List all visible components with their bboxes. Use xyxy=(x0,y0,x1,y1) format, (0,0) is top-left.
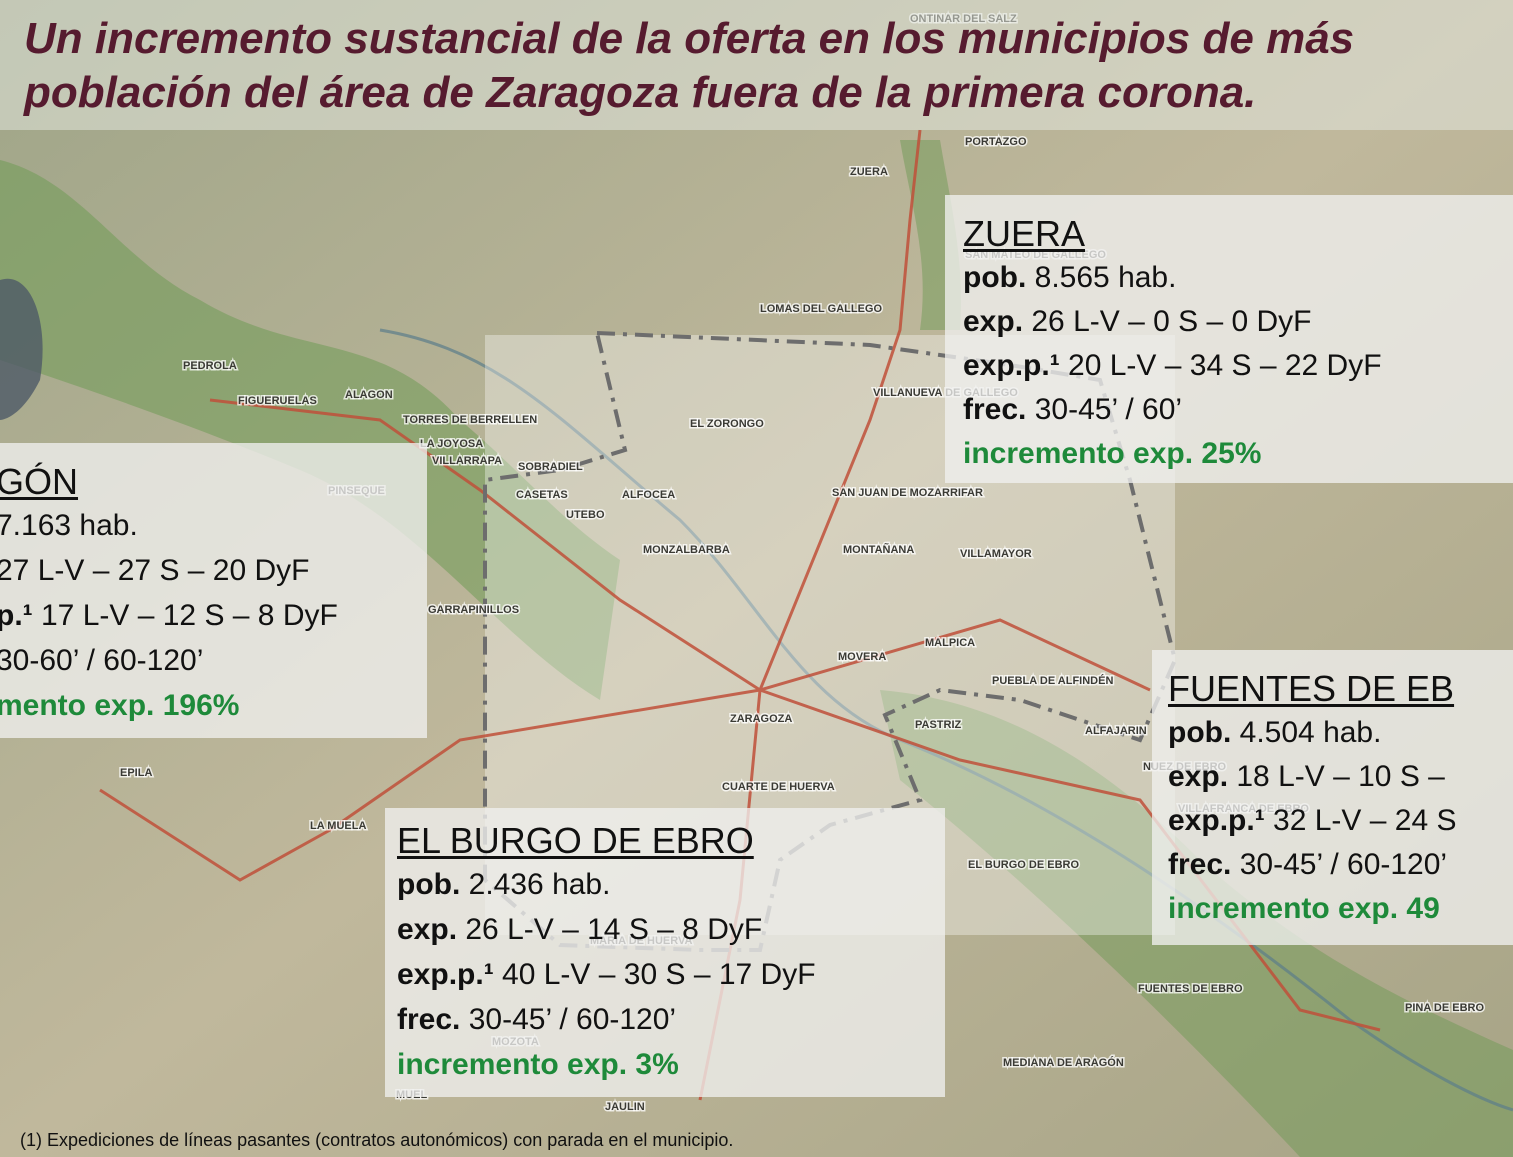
increase: incremento exp. 49 xyxy=(1168,892,1440,926)
line-label: exp. xyxy=(963,305,1023,338)
place-label: VILLARRAPA xyxy=(432,455,502,467)
box-title: GÓN xyxy=(0,461,78,503)
line-text: 40 L-V – 30 S – 17 DyF xyxy=(502,958,816,991)
info-line: frec. 30-45’ / 60-120’ xyxy=(1168,848,1447,882)
place-label: CASETAS xyxy=(516,489,568,501)
info-line: 27 L-V – 27 S – 20 DyF xyxy=(0,554,310,588)
line-text: 4.504 hab. xyxy=(1240,716,1382,749)
place-label: SOBRADIEL xyxy=(518,461,583,473)
place-label: ZUERA xyxy=(850,166,888,178)
place-label: ZARAGOZA xyxy=(730,713,792,725)
info-box: FUENTES DE EB pob. 4.504 hab. exp. 18 L-V … xyxy=(1152,650,1513,945)
place-label: PASTRIZ xyxy=(915,719,962,731)
box-title: FUENTES DE EB xyxy=(1168,668,1454,710)
place-label: MOVERA xyxy=(838,651,886,663)
info-line: pob. 2.436 hab. xyxy=(397,868,610,902)
page: Oferta municipios área de Zaragoza { "he… xyxy=(0,0,1513,1157)
place-label: LA JOYOSA xyxy=(420,438,483,450)
title-line: población del área de Zaragoza fuera de … xyxy=(24,68,1256,118)
info-line: pob. 4.504 hab. xyxy=(1168,716,1381,750)
place-label: FUENTES DE EBRO xyxy=(1138,983,1243,995)
place-label: FIGUERUELAS xyxy=(238,395,317,407)
line-text: 30-60’ / 60-120’ xyxy=(0,644,203,677)
line-label: exp.p.¹ xyxy=(397,958,494,991)
info-line: frec. 30-45’ / 60-120’ xyxy=(397,1003,676,1037)
line-text: 27 L-V – 27 S – 20 DyF xyxy=(0,554,310,587)
place-label: ALFAJARIN xyxy=(1085,725,1147,737)
line-text: 20 L-V – 34 S – 22 DyF xyxy=(1068,349,1382,382)
place-label: MALPICA xyxy=(925,637,975,649)
line-label: pob. xyxy=(1168,716,1231,749)
place-label: CUARTE DE HUERVA xyxy=(722,781,835,793)
line-text: 30-45’ / 60’ xyxy=(1035,393,1182,426)
increase: incremento exp. 25% xyxy=(963,437,1261,471)
line-text: 32 L-V – 24 S xyxy=(1273,804,1456,837)
place-label: EL ZORONGO xyxy=(690,418,764,430)
place-label: PEDROLA xyxy=(183,360,237,372)
line-text: 26 L-V – 14 S – 8 DyF xyxy=(465,913,762,946)
info-line: exp.p.¹ 32 L-V – 24 S xyxy=(1168,804,1457,838)
place-label: MEDIANA DE ARAGÓN xyxy=(1003,1056,1124,1069)
line-text: 17 L-V – 12 S – 8 DyF xyxy=(41,599,338,632)
place-label: SAN JUAN DE MOZARRIFAR xyxy=(832,487,983,499)
place-label: EPILA xyxy=(120,767,152,779)
place-label: LOMAS DEL GALLEGO xyxy=(760,303,882,315)
increase: incremento exp. 3% xyxy=(397,1048,679,1082)
line-text: 7.163 hab. xyxy=(0,509,138,542)
line-text: 18 L-V – 10 S – xyxy=(1236,760,1444,793)
increase: mento exp. 196% xyxy=(0,689,239,723)
line-label: exp. xyxy=(397,913,457,946)
place-label: PINA DE EBRO xyxy=(1405,1002,1484,1014)
line-label: exp.p.¹ xyxy=(1168,804,1265,837)
info-line: p.¹ 17 L-V – 12 S – 8 DyF xyxy=(0,599,338,633)
info-line: 7.163 hab. xyxy=(0,509,138,543)
line-text: 2.436 hab. xyxy=(469,868,611,901)
title-line: Un incremento sustancial de la oferta en… xyxy=(24,14,1354,64)
line-text: 8.565 hab. xyxy=(1035,261,1177,294)
line-label: exp.p.¹ xyxy=(963,349,1060,382)
info-line: exp. 26 L-V – 0 S – 0 DyF xyxy=(963,305,1312,339)
place-label: JAULIN xyxy=(605,1101,645,1113)
place-label: UTEBO xyxy=(566,509,605,521)
place-label: ALAGON xyxy=(345,389,393,401)
box-title: EL BURGO DE EBRO xyxy=(397,820,754,862)
place-label: PORTAZGO xyxy=(965,136,1027,148)
place-label: GARRAPINILLOS xyxy=(428,604,519,616)
info-line: pob. 8.565 hab. xyxy=(963,261,1176,295)
box-title: ZUERA xyxy=(963,213,1085,255)
info-box: ZUERA pob. 8.565 hab. exp. 26 L-V – 0 S – … xyxy=(945,195,1513,483)
info-line: frec. 30-45’ / 60’ xyxy=(963,393,1182,427)
line-label: frec. xyxy=(963,393,1026,426)
line-label: frec. xyxy=(1168,848,1231,881)
line-label: p.¹ xyxy=(0,599,33,632)
line-label: exp. xyxy=(1168,760,1228,793)
place-label: MONTAÑANA xyxy=(843,543,914,556)
info-line: 30-60’ / 60-120’ xyxy=(0,644,203,678)
line-text: 30-45’ / 60-120’ xyxy=(469,1003,676,1036)
title-band: Un incremento sustancial de la oferta en… xyxy=(0,0,1513,130)
slide: ONTINAR DEL SALZPORTAZGOZUERASAN MATEO D… xyxy=(0,0,1513,1157)
line-text: 26 L-V – 0 S – 0 DyF xyxy=(1031,305,1311,338)
line-label: pob. xyxy=(397,868,460,901)
info-box: EL BURGO DE EBRO pob. 2.436 hab. exp. 26 L… xyxy=(385,808,945,1097)
info-box: GÓN 7.163 hab. 27 L-V – 27 S – 20 DyF p.¹ 1… xyxy=(0,443,427,738)
line-label: frec. xyxy=(397,1003,460,1036)
place-label: MONZALBARBA xyxy=(643,544,730,556)
line-text: 30-45’ / 60-120’ xyxy=(1240,848,1447,881)
line-label: pob. xyxy=(963,261,1026,294)
place-label: PUEBLA DE ALFINDÉN xyxy=(992,674,1113,687)
footnote: (1) Expediciones de líneas pasantes (con… xyxy=(20,1130,733,1151)
place-label: EL BURGO DE EBRO xyxy=(968,859,1079,871)
place-label: VILLAMAYOR xyxy=(960,548,1032,560)
info-line: exp. 26 L-V – 14 S – 8 DyF xyxy=(397,913,762,947)
info-line: exp.p.¹ 40 L-V – 30 S – 17 DyF xyxy=(397,958,816,992)
info-line: exp.p.¹ 20 L-V – 34 S – 22 DyF xyxy=(963,349,1382,383)
place-label: ALFOCEA xyxy=(622,489,675,501)
place-label: TORRES DE BERRELLEN xyxy=(403,414,537,426)
info-line: exp. 18 L-V – 10 S – xyxy=(1168,760,1445,794)
place-label: LA MUELA xyxy=(310,820,366,832)
